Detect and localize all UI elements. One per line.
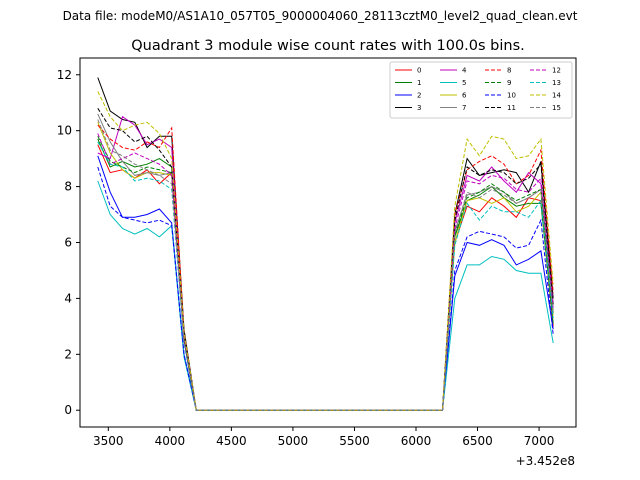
x-tick-label: 3500 [93,434,124,448]
legend-label-2: 2 [417,92,421,100]
legend-label-10: 10 [507,92,516,100]
series-line-13 [97,141,554,411]
series-line-3 [97,77,554,411]
legend-label-4: 4 [462,67,467,75]
series-line-15 [97,119,554,411]
y-tick-label: 0 [64,403,72,417]
legend-label-3: 3 [417,104,421,112]
legend-label-11: 11 [507,104,516,112]
axis-ticks: 3500 4000 4500 5000 5500 6000 6500 700002468101… [57,68,555,448]
x-tick-label: 6500 [462,434,493,448]
x-tick-label: 7000 [524,434,555,448]
legend-box [389,61,573,119]
legend-label-6: 6 [462,92,467,100]
plot-lines [97,77,554,411]
x-tick-label: 4000 [155,434,186,448]
legend-label-12: 12 [552,67,561,75]
chart-title: Quadrant 3 module wise count rates with … [131,38,525,54]
legend-label-15: 15 [552,104,561,112]
series-line-11 [97,108,554,411]
legend-label-1: 1 [417,79,421,87]
legend-label-13: 13 [552,79,561,87]
series-line-10 [97,166,554,411]
y-tick-label: 2 [64,347,72,361]
legend-label-7: 7 [462,104,466,112]
x-tick-label: 5000 [278,434,309,448]
series-line-4 [97,115,554,411]
series-line-14 [97,91,554,411]
y-tick-label: 12 [57,68,72,82]
x-tick-label: 6000 [401,434,432,448]
series-line-12 [97,133,554,411]
y-tick-label: 8 [64,180,72,194]
x-tick-label: 5500 [339,434,370,448]
legend-label-9: 9 [507,79,511,87]
legend-label-5: 5 [462,79,466,87]
series-line-0 [97,144,554,411]
figure-suptitle: Data file: modeM0/AS1A10_057T05_90000040… [63,9,578,23]
legend-label-8: 8 [507,67,511,75]
series-line-6 [97,122,554,411]
series-line-5 [97,180,554,411]
series-line-7 [97,113,554,411]
legend-label-0: 0 [417,67,421,75]
y-tick-label: 4 [64,291,72,305]
y-tick-label: 10 [57,124,72,138]
legend-label-14: 14 [552,92,561,100]
series-line-8 [97,124,554,411]
x-offset-label: +3.452e8 [516,454,575,468]
y-tick-label: 6 [64,236,72,250]
x-tick-label: 4500 [216,434,247,448]
